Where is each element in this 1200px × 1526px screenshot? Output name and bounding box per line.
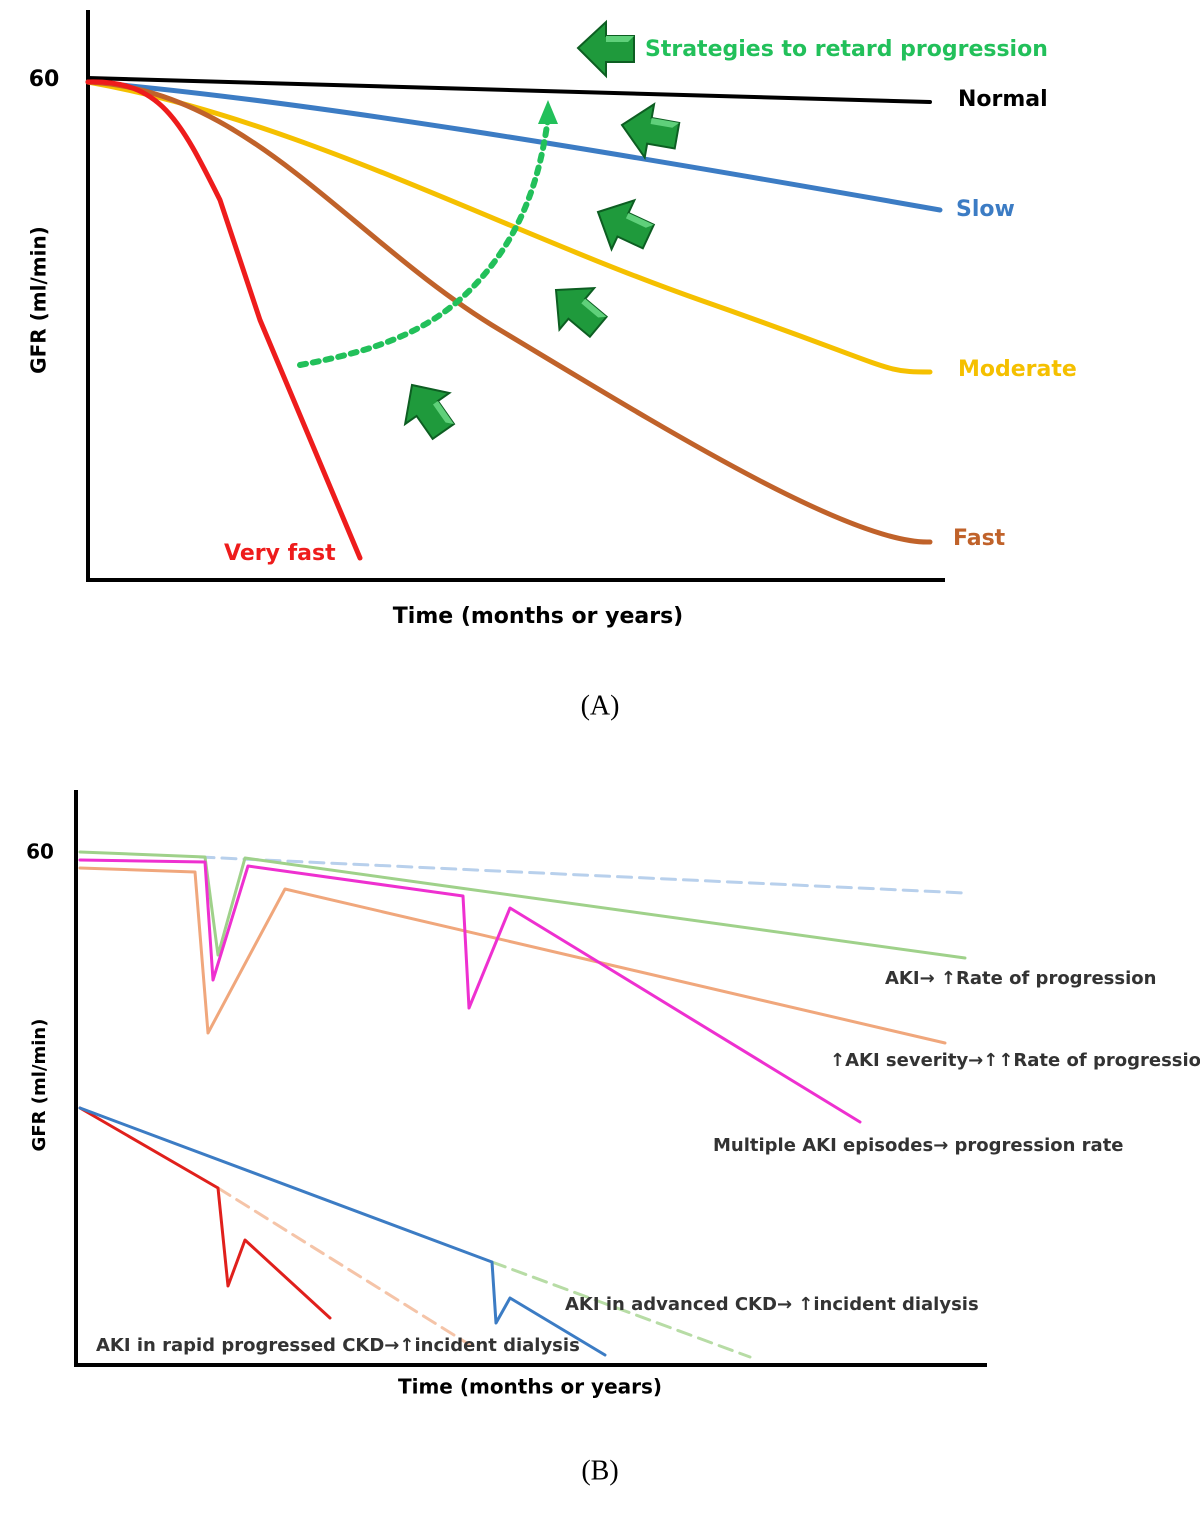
annotation: Strategies to retard progression — [645, 37, 1048, 62]
caption: (B) — [581, 1455, 618, 1486]
dashed-projection — [490, 1260, 752, 1359]
y-label: GFR (ml/min) — [27, 226, 51, 374]
curve-label: Slow — [956, 197, 1015, 222]
baseline-dashed — [198, 855, 967, 895]
curve-aki-rate — [78, 850, 967, 960]
curve-aki-severity — [78, 866, 947, 1045]
green-arrow — [616, 98, 683, 164]
curve-rapid-ckd — [78, 1106, 332, 1320]
arrow-head — [538, 100, 558, 124]
x-label: Time (months or years) — [398, 1375, 662, 1399]
green-arrow — [388, 369, 467, 448]
curve-label: Very fast — [224, 541, 336, 566]
curve-label: AKI in rapid progressed CKD→↑incident di… — [96, 1335, 580, 1356]
curve-moderate — [85, 79, 933, 375]
green-arrow — [537, 269, 617, 349]
curve-label: Fast — [953, 526, 1006, 551]
tick-label: 60 — [26, 840, 54, 864]
x-label: Time (months or years) — [393, 604, 683, 629]
curve-label: Normal — [958, 87, 1048, 112]
curve-normal — [86, 76, 932, 104]
green-arrow — [577, 21, 635, 77]
curve-slow — [85, 79, 943, 213]
curve-label: AKI→ ↑Rate of progression — [885, 968, 1156, 989]
curve-label: Multiple AKI episodes→ progression rate — [713, 1135, 1124, 1156]
curve-fast — [85, 79, 933, 545]
curve-multiple-aki — [78, 858, 862, 1124]
curve-label: Moderate — [958, 357, 1077, 382]
curve-very-fast — [85, 79, 363, 561]
curve-label: ↑AKI severity→↑↑Rate of progression — [830, 1050, 1200, 1071]
curve-label: AKI in advanced CKD→ ↑incident dialysis — [565, 1294, 979, 1315]
caption: (A) — [581, 690, 620, 721]
panel-a: 60 GFR (ml/min) Time (months or years) S… — [27, 10, 1077, 721]
tick-label: 60 — [29, 67, 60, 92]
curve-advanced-ckd — [78, 1106, 607, 1357]
dashed-projection — [216, 1186, 472, 1347]
dotted-arrow — [297, 115, 551, 368]
panel-b: 60 GFR (ml/min) Time (months or years) A… — [26, 790, 1200, 1486]
y-label: GFR (ml/min) — [29, 1019, 50, 1152]
green-arrow — [585, 187, 661, 263]
